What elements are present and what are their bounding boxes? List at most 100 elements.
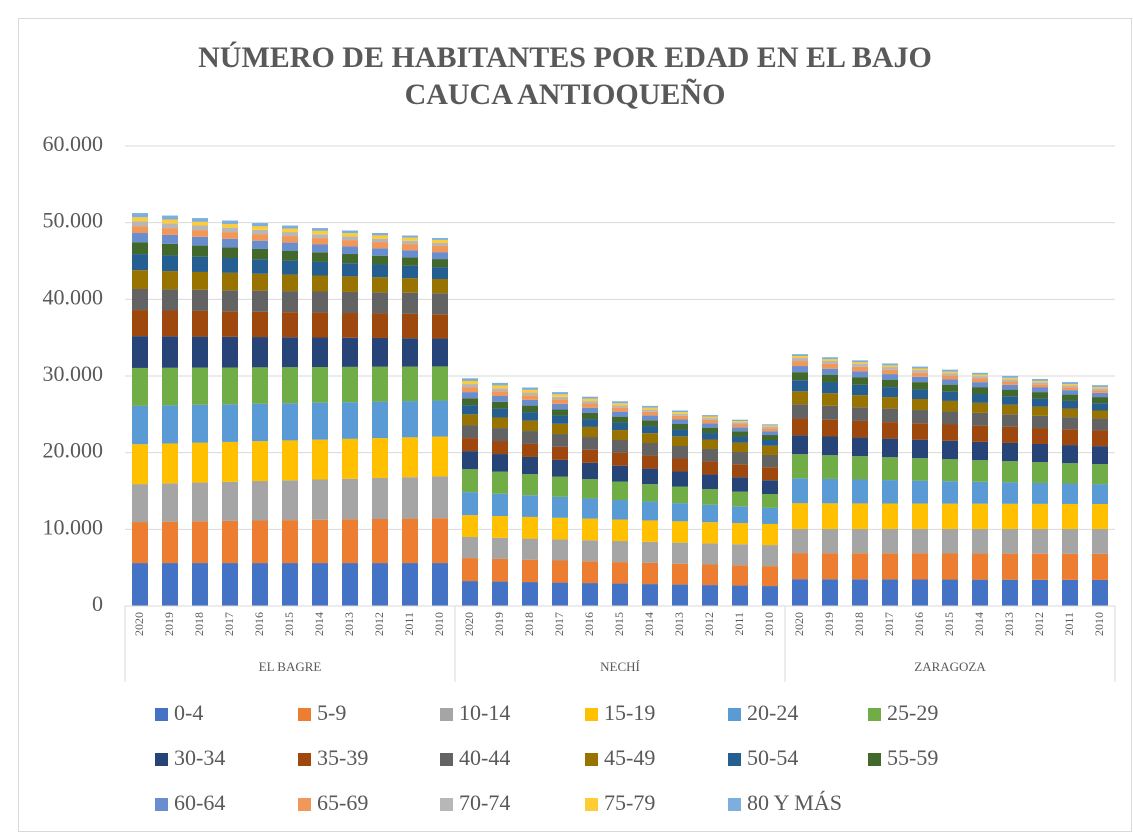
bar-segment	[1092, 418, 1108, 431]
legend-swatch	[155, 753, 168, 766]
bar-segment	[492, 581, 508, 606]
bar-segment	[882, 528, 898, 554]
bar-segment	[282, 563, 298, 606]
bar-segment	[642, 443, 658, 456]
bar-segment	[492, 396, 508, 402]
bar-segment	[822, 359, 838, 362]
bar-segment	[1062, 382, 1078, 385]
bar-segment	[552, 582, 568, 606]
bar-segment	[552, 459, 568, 477]
bar-segment	[252, 229, 268, 235]
bar-segment	[552, 409, 568, 416]
bar-segment	[732, 421, 748, 423]
bar-segment	[372, 238, 388, 243]
legend-label: 60-64	[174, 790, 225, 815]
bar-segment	[432, 436, 448, 477]
legend-swatch	[728, 708, 741, 721]
bar-segment	[942, 371, 958, 374]
bar-segment	[612, 416, 628, 423]
bar-segment	[942, 528, 958, 554]
bar-segment	[252, 240, 268, 249]
bar-segment	[342, 478, 358, 520]
bar-segment	[432, 366, 448, 401]
bar-segment	[252, 520, 268, 564]
bar-segment	[972, 378, 988, 383]
bar-segment	[1092, 464, 1108, 485]
bar-segment	[402, 313, 418, 339]
x-tick-label: 2017	[552, 612, 566, 636]
bar-segment	[342, 263, 358, 277]
bar-segment	[702, 564, 718, 586]
x-tick-label: 2019	[822, 612, 836, 636]
bar-segment	[942, 379, 958, 385]
bar-segment	[312, 234, 328, 239]
legend-label: 35-39	[317, 745, 368, 770]
legend-label: 45-49	[604, 745, 655, 770]
bar-segment	[162, 215, 178, 220]
bar-segment	[402, 235, 418, 238]
bar-segment	[912, 528, 928, 554]
bar-segment	[1002, 375, 1018, 378]
bar-segment	[582, 449, 598, 463]
bar-segment	[1032, 428, 1048, 445]
bar-segment	[462, 398, 478, 406]
bar-segment	[522, 443, 538, 457]
bar-segment	[372, 313, 388, 338]
bar-segment	[762, 566, 778, 587]
bar-segment	[162, 223, 178, 229]
bar-segment	[1032, 503, 1048, 529]
bar-segment	[162, 521, 178, 564]
bar-segment	[912, 480, 928, 504]
legend-swatch	[868, 753, 881, 766]
x-tick-label: 2013	[672, 612, 686, 636]
bar-segment	[402, 477, 418, 519]
bar-segment	[282, 520, 298, 564]
bar-segment	[612, 401, 628, 404]
y-tick-label: 30.000	[43, 361, 104, 386]
bar-segment	[282, 242, 298, 251]
bar-segment	[492, 408, 508, 418]
x-tick-label: 2011	[402, 612, 416, 636]
bar-segment	[1032, 382, 1048, 385]
bar-segment	[702, 461, 718, 475]
bar-segment	[852, 528, 868, 554]
x-tick-label: 2015	[282, 612, 296, 636]
x-tick-label: 2012	[1032, 612, 1046, 636]
bar-segment	[492, 417, 508, 429]
bar-segment	[132, 226, 148, 234]
bar-segment	[792, 503, 808, 529]
bar-segment	[372, 277, 388, 293]
bar-segment	[462, 425, 478, 439]
x-tick-label: 2011	[732, 612, 746, 636]
bar-segment	[972, 503, 988, 529]
bar-segment	[582, 462, 598, 480]
bar-segment	[942, 411, 958, 425]
bar-segment	[702, 418, 718, 420]
bar-segment	[492, 428, 508, 442]
bar-segment	[432, 279, 448, 294]
bar-segment	[882, 579, 898, 606]
bar-segment	[852, 395, 868, 408]
bar-segment	[1002, 426, 1018, 443]
bar-segment	[312, 275, 328, 292]
bar-segment	[402, 292, 418, 314]
bar-segment	[522, 538, 538, 560]
bar-segment	[642, 420, 658, 427]
bar-segment	[732, 585, 748, 606]
bar-segment	[432, 259, 448, 268]
bar-segment	[702, 448, 718, 462]
bar-segment	[882, 480, 898, 504]
bar-segment	[432, 238, 448, 240]
bar-segment	[942, 391, 958, 401]
bar-segment	[192, 245, 208, 257]
bar-segment	[492, 401, 508, 409]
bar-segment	[732, 491, 748, 507]
x-tick-label: 2020	[462, 612, 476, 636]
bar-segment	[672, 410, 688, 413]
bar-segment	[1002, 482, 1018, 504]
bar-segment	[132, 310, 148, 337]
x-tick-label: 2010	[762, 612, 776, 636]
bar-segment	[582, 561, 598, 584]
x-tick-label: 2016	[582, 612, 596, 636]
bar-segment	[492, 382, 508, 386]
